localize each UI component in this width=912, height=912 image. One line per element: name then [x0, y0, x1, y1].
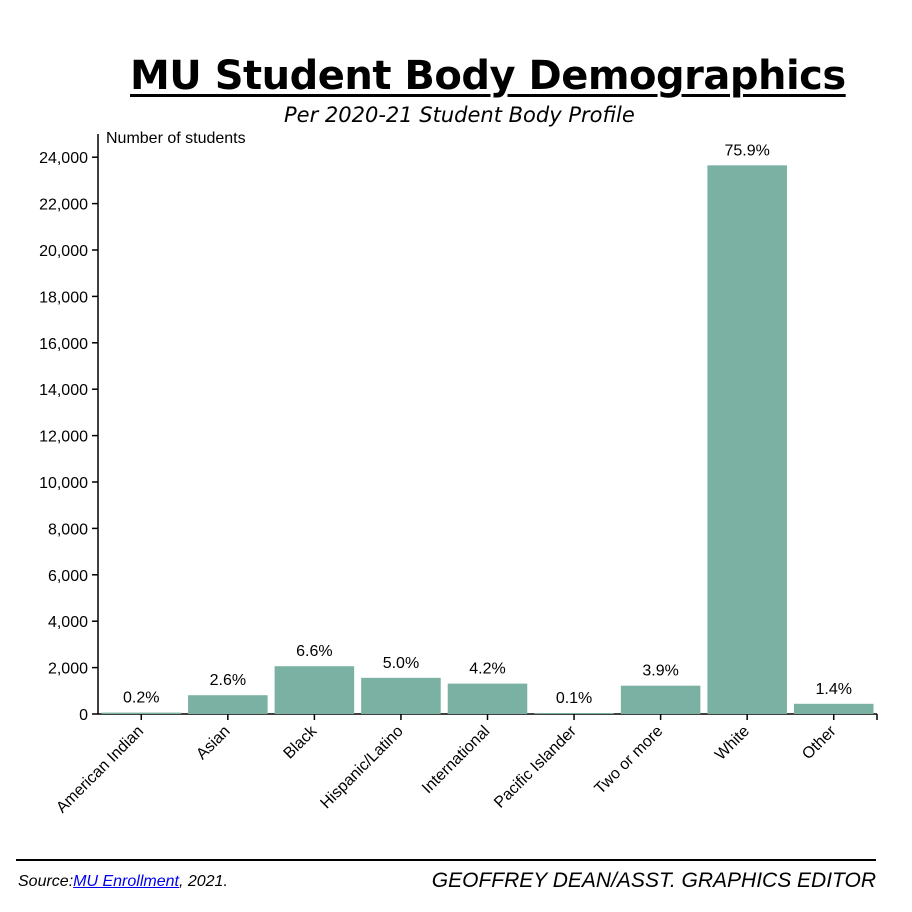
y-tick-label: 14,000 — [39, 382, 88, 399]
bar-value-label: 3.9% — [642, 663, 678, 680]
chart-subtitle: Per 2020-21 Student Body Profile — [284, 103, 635, 127]
bar — [361, 677, 441, 714]
bar — [101, 712, 182, 714]
y-tick-label: 6,000 — [48, 568, 88, 585]
chart-title: MU Student Body Demographics — [130, 53, 846, 99]
bar — [620, 685, 701, 714]
bar — [188, 695, 268, 714]
source-note: Source:MU Enrollment, 2021. — [18, 873, 228, 891]
bar — [707, 165, 787, 714]
x-tick-label: Two or more — [592, 723, 667, 798]
y-tick-label: 0 — [79, 707, 88, 724]
y-axis-label: Number of students — [106, 130, 246, 147]
x-tick-label: Asian — [193, 723, 233, 763]
y-axis: 0 2,000 4,000 6,000 8,000 10,000 12,000 14,000 1… — [39, 134, 99, 724]
y-tick-label: 20,000 — [39, 243, 88, 260]
x-tick-label: Other — [799, 722, 840, 763]
credit-line: GEOFFREY DEAN/ASST. GRAPHICS EDITOR — [431, 869, 876, 892]
y-tick-label: 2,000 — [48, 661, 88, 678]
x-tick-label: White — [712, 723, 753, 764]
bar — [534, 713, 614, 714]
bar-value-label: 4.2% — [469, 661, 505, 678]
y-tick-label: 16,000 — [39, 336, 88, 353]
x-axis: American Indian Asian BlackHispanic/Latino… — [53, 713, 878, 817]
y-tick-label: 18,000 — [39, 289, 88, 306]
footer-divider — [16, 859, 876, 861]
bar-value-label: 2.6% — [210, 672, 246, 689]
y-tick-label: 10,000 — [39, 475, 88, 492]
y-tick-label: 22,000 — [39, 197, 88, 214]
x-tick-label: International — [419, 723, 493, 797]
bar-value-label: 0.2% — [123, 690, 159, 707]
source-suffix: , 2021. — [178, 873, 228, 890]
x-tick-label: Black — [281, 722, 321, 762]
bar — [793, 703, 874, 714]
bars: 0.2% 2.6% 6.6% 5.0% 4.2% 0.1% 3.9% 75.9% 1.4% — [101, 142, 874, 714]
bar-value-label: 75.9% — [724, 142, 769, 159]
bar-value-label: 0.1% — [556, 690, 592, 707]
bar — [274, 666, 355, 714]
bar-value-label: 6.6% — [296, 643, 332, 660]
x-tick-label: Pacific Islander — [491, 722, 580, 811]
y-tick-label: 24,000 — [39, 150, 88, 167]
bar-chart: 0 2,000 4,000 6,000 8,000 10,000 12,000 14,000 1… — [39, 130, 878, 817]
x-tick-label: American Indian — [53, 723, 147, 817]
bar-value-label: 5.0% — [383, 655, 419, 672]
source-link[interactable]: MU Enrollment — [73, 873, 179, 890]
bar — [447, 683, 528, 714]
y-tick-label: 12,000 — [39, 429, 88, 446]
y-tick-label: 8,000 — [48, 521, 88, 538]
source-prefix: Source: — [18, 873, 74, 890]
x-tick-label: Hispanic/Latino — [317, 723, 406, 812]
y-tick-label: 4,000 — [48, 614, 88, 631]
bar-value-label: 1.4% — [815, 681, 851, 698]
